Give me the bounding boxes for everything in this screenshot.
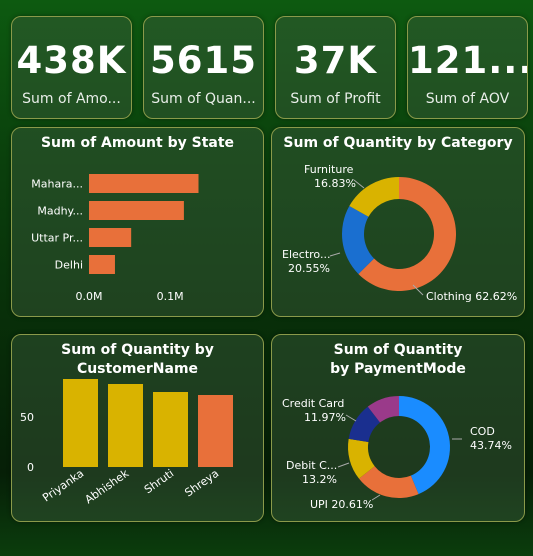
slice-pct-electronics: 20.55% [288, 262, 330, 275]
slice-label-furniture: Furniture [304, 163, 354, 176]
slice-pct-debit: 13.2% [302, 473, 337, 486]
customer-label: Priyanka [40, 467, 86, 505]
chart-amount-by-state[interactable]: Sum of Amount by State Mahara... Madhy...… [11, 127, 264, 317]
leader-line [353, 179, 365, 189]
chart-quantity-by-customer[interactable]: Sum of Quantity by CustomerName 0 50 Priya… [11, 334, 264, 522]
y-tick-label: 50 [20, 411, 34, 424]
quantity-by-category-chart: Clothing 62.62% Electro...20.55% Furniture… [282, 163, 517, 303]
kpi-card-quantity[interactable]: 5615 Sum of Quan... [143, 16, 264, 119]
kpi-card-profit[interactable]: 37K Sum of Profit [275, 16, 396, 119]
state-label: Delhi [55, 259, 83, 272]
x-tick-label: 0.0M [76, 290, 103, 303]
chart-quantity-by-paymentmode[interactable]: Sum of Quantity by PaymentMode COD 43.74%… [271, 334, 525, 522]
slice-label-electronics: Electro... [282, 248, 330, 261]
state-bar [89, 201, 184, 220]
slice-pct-credit: 11.97% [304, 411, 346, 424]
kpi-card-amount[interactable]: 438K Sum of Amo... [11, 16, 132, 119]
donut-slice [349, 177, 399, 217]
leader-line [371, 494, 381, 501]
state-bar [89, 228, 132, 247]
donut-slice [348, 438, 375, 479]
leader-line [412, 284, 424, 296]
kpi-value: 5615 [150, 39, 257, 82]
kpi-label: Sum of Profit [290, 91, 381, 107]
donut-slice [399, 396, 451, 495]
x-tick-label: 0.1M [157, 290, 184, 303]
slice-label-credit: Credit Card [282, 397, 344, 410]
chart-title: Sum of Quantity by PaymentMode [330, 342, 466, 377]
donut-slice [358, 466, 419, 498]
kpi-label: Sum of Amo... [22, 91, 121, 107]
customer-label: Abhishek [82, 466, 131, 506]
donut-slice [348, 406, 381, 443]
kpi-value: 438K [16, 39, 127, 82]
state-label: Madhy... [37, 205, 83, 218]
kpi-card-aov[interactable]: 121.... Sum of AOV [407, 16, 528, 119]
amount-by-state-chart: Mahara... Madhy... Uttar Pr... Delhi 0.0M 0.1… [31, 174, 199, 303]
customer-bar [198, 395, 233, 467]
state-bar [89, 174, 199, 193]
slice-pct-furniture: 16.83% [314, 177, 356, 190]
customer-label: Shreya [182, 467, 221, 500]
customer-bar [108, 384, 143, 467]
kpi-value: 37K [293, 39, 378, 82]
leader-line [337, 462, 350, 468]
chart-title: Sum of Quantity by CustomerName [61, 342, 214, 377]
y-tick-label: 0 [27, 461, 34, 474]
state-label: Uttar Pr... [31, 232, 83, 245]
state-label: Mahara... [31, 178, 83, 191]
slice-label-debit: Debit C... [286, 459, 337, 472]
slice-pct-cod: 43.74% [470, 439, 512, 452]
customer-bar [153, 392, 188, 467]
donut-slice [358, 177, 456, 291]
kpi-label: Sum of Quan... [151, 91, 256, 107]
slice-label-cod: COD [470, 425, 495, 438]
donut-slice [342, 206, 375, 275]
slice-label-clothing: Clothing 62.62% [426, 290, 517, 303]
chart-quantity-by-category[interactable]: Sum of Quantity by Category Clothing 62.… [271, 127, 525, 317]
kpi-label: Sum of AOV [425, 91, 510, 107]
customer-label: Shruti [142, 467, 176, 496]
slice-label-upi: UPI 20.61% [310, 498, 373, 511]
customer-bar [63, 379, 98, 467]
leader-line [329, 252, 341, 257]
kpi-value: 121.... [408, 39, 527, 82]
donut-slice [367, 396, 399, 423]
chart-title: Sum of Quantity by Category [283, 135, 513, 151]
leader-line [345, 414, 357, 422]
state-bar [89, 255, 115, 274]
chart-title: Sum of Amount by State [40, 135, 235, 151]
